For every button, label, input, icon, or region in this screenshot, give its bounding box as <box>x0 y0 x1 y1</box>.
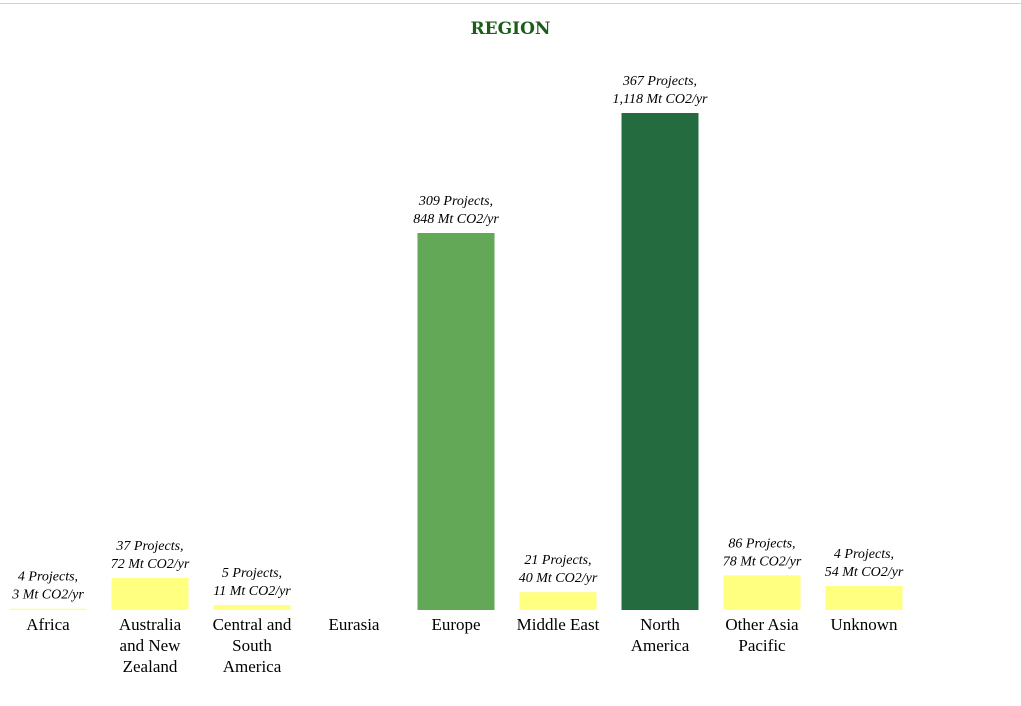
top-divider <box>0 3 1021 4</box>
data-label-1-0: 37 Projects, <box>115 539 183 554</box>
bar-4 <box>417 233 495 610</box>
bar-8 <box>825 586 903 610</box>
data-label-6-0: 367 Projects, <box>622 74 697 89</box>
bar-7 <box>723 575 801 610</box>
data-label-8-0: 4 Projects, <box>834 547 894 562</box>
data-label-2-0: 5 Projects, <box>222 566 282 581</box>
data-label-6-1: 1,118 Mt CO2/yr <box>612 92 708 107</box>
category-label-2-1: South <box>232 636 272 655</box>
category-label-7-1: Pacific <box>738 636 786 655</box>
data-label-7-0: 86 Projects, <box>728 536 795 551</box>
category-label-2-0: Central and <box>213 615 292 634</box>
category-label-1-2: Zealand <box>123 657 178 676</box>
category-label-3-0: Eurasia <box>329 615 380 634</box>
data-label-4-0: 309 Projects, <box>418 194 493 209</box>
category-label-6-1: America <box>631 636 690 655</box>
category-label-1-0: Australia <box>119 615 182 634</box>
data-label-5-1: 40 Mt CO2/yr <box>519 571 598 586</box>
bar-2 <box>213 605 291 610</box>
data-label-0-1: 3 Mt CO2/yr <box>11 588 84 603</box>
data-label-4-1: 848 Mt CO2/yr <box>413 212 499 227</box>
data-label-7-1: 78 Mt CO2/yr <box>723 554 802 569</box>
bar-6 <box>621 113 699 610</box>
category-label-7-0: Other Asia <box>725 615 799 634</box>
category-label-5-0: Middle East <box>517 615 600 634</box>
chart-title: REGION <box>470 19 551 39</box>
bar-1 <box>111 578 189 610</box>
data-label-2-1: 11 Mt CO2/yr <box>213 584 291 599</box>
category-label-2-2: America <box>223 657 282 676</box>
category-label-0-0: Africa <box>26 615 70 634</box>
bar-5 <box>519 592 597 610</box>
category-label-8-0: Unknown <box>830 615 898 634</box>
category-label-1-1: and New <box>120 636 182 655</box>
data-label-8-1: 54 Mt CO2/yr <box>825 565 904 580</box>
bar-0 <box>9 608 87 610</box>
data-label-0-0: 4 Projects, <box>18 570 78 585</box>
data-label-5-0: 21 Projects, <box>524 553 591 568</box>
category-label-6-0: North <box>640 615 680 634</box>
category-label-4-0: Europe <box>431 615 480 634</box>
data-label-1-1: 72 Mt CO2/yr <box>111 557 190 572</box>
